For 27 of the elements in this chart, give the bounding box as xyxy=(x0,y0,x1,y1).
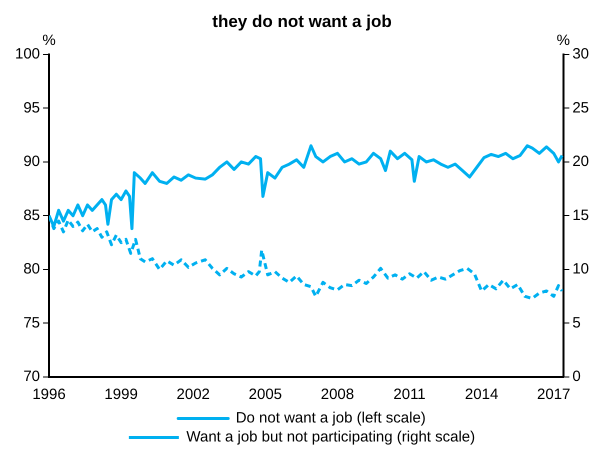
x-tick-label: 2014 xyxy=(464,386,498,404)
y-tick-label: 70 xyxy=(23,368,40,386)
x-tick-label: 2005 xyxy=(248,386,282,404)
y2-tick-label: 25 xyxy=(572,99,590,116)
x-tick-label: 1996 xyxy=(32,386,66,404)
chart-title: they do not want a job xyxy=(212,12,392,31)
y-axis-title: % xyxy=(42,32,56,50)
y-tick-label: 100 xyxy=(14,46,40,63)
y-tick-label: 75 xyxy=(23,314,40,332)
x-tick-label: 2002 xyxy=(176,386,210,404)
y-tick-label: 80 xyxy=(23,260,40,278)
y2-tick-label: 5 xyxy=(572,314,581,332)
x-tick-label: 2017 xyxy=(537,386,570,404)
legend-label: Want a job but not participating (right scale) xyxy=(186,428,476,446)
y-tick-label: 95 xyxy=(23,99,40,116)
x-tick-label: 1999 xyxy=(104,386,138,404)
y2-tick-label: 10 xyxy=(572,260,590,278)
y2-axis-title: % xyxy=(556,32,570,50)
y-tick-label: 90 xyxy=(23,153,40,170)
y2-tick-label: 0 xyxy=(572,368,581,386)
x-tick-label: 2008 xyxy=(320,386,354,404)
y2-tick-label: 15 xyxy=(572,206,590,224)
y2-tick-label: 20 xyxy=(572,153,590,170)
x-tick-label: 2011 xyxy=(393,386,426,404)
legend-label: Do not want a job (left scale) xyxy=(236,410,426,427)
y-tick-label: 85 xyxy=(23,206,40,224)
y2-tick-label: 30 xyxy=(572,46,590,63)
